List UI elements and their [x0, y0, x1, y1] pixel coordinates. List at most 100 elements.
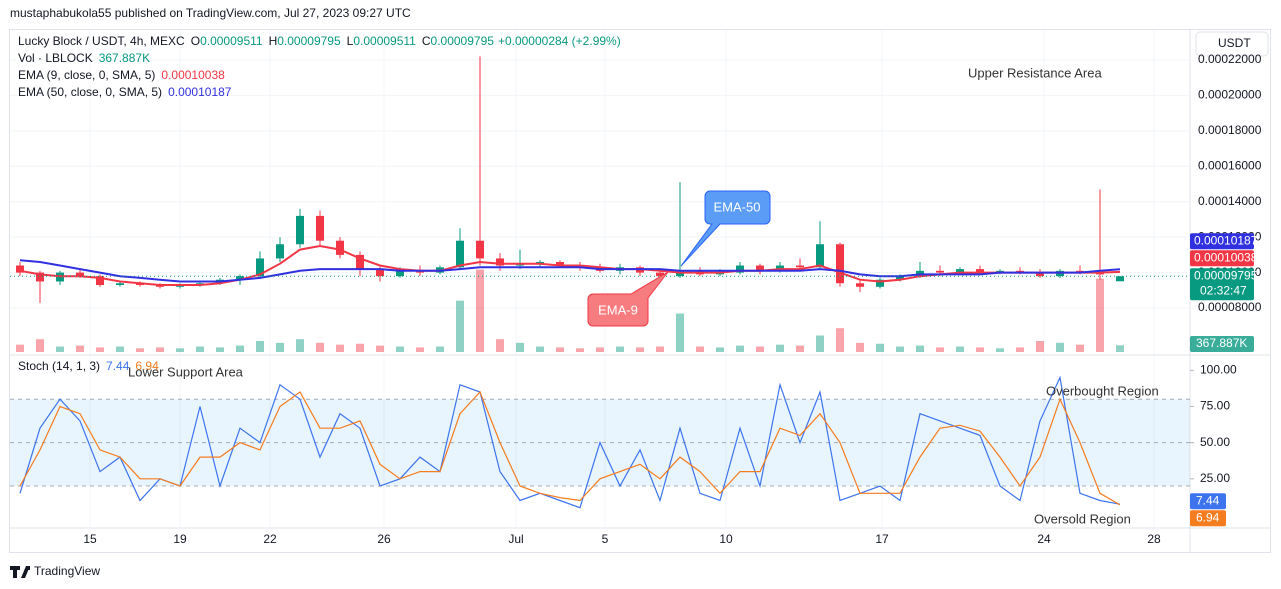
volume-bar	[996, 348, 1004, 352]
ohlc-value: 0.00009795	[277, 34, 341, 48]
callout	[587, 271, 669, 327]
x-tick-label: 22	[263, 532, 277, 546]
volume-bar	[1036, 341, 1044, 352]
candle-body	[896, 276, 904, 280]
ohlc-label: O	[191, 34, 200, 48]
y-tick-label: 100.00	[1200, 362, 1237, 376]
value-tag-label: 6.94	[1196, 510, 1220, 524]
volume-bar	[196, 346, 204, 352]
volume-bar	[976, 347, 984, 352]
y-tick-label: 75.00	[1200, 399, 1230, 413]
annotation: Lower Support Area	[128, 364, 244, 379]
volume-bar	[36, 339, 44, 352]
volume-bar	[1076, 344, 1084, 352]
volume-bar	[816, 335, 824, 352]
series-value: 0.00010038	[161, 68, 225, 82]
candle-body	[116, 283, 124, 286]
ohlc-label: C	[422, 34, 431, 48]
volume-name: Vol · LBLOCK	[18, 51, 93, 65]
volume-bar	[276, 342, 284, 352]
volume-bar	[516, 342, 524, 352]
ohlc-label: H	[269, 34, 278, 48]
x-tick-label: 26	[377, 532, 391, 546]
candle-body	[656, 272, 664, 277]
volume-bar	[396, 346, 404, 352]
series-value: 7.44	[106, 359, 130, 373]
callout	[680, 190, 771, 267]
candle-body	[276, 244, 284, 259]
volume-bar	[356, 343, 364, 352]
volume-bar	[296, 339, 304, 352]
volume-bar	[236, 345, 244, 352]
currency-button[interactable]	[1195, 31, 1269, 57]
candle-body	[396, 270, 404, 277]
legend-line: Lucky Block / USDT, 4h, MEXC O0.00009511 H…	[18, 34, 621, 48]
series-name: EMA (9, close, 0, SMA, 5)	[18, 68, 155, 82]
candle-body	[96, 276, 104, 286]
annotation: Overbought Region	[1046, 383, 1159, 398]
volume-bar	[176, 348, 184, 352]
volume-bar	[776, 344, 784, 352]
last-price: 0.00009795	[1194, 268, 1258, 282]
countdown: 02:32:47	[1200, 283, 1247, 297]
volume-bar	[676, 313, 684, 352]
series-price: 0.00010187	[1194, 233, 1258, 247]
candle-body	[256, 258, 264, 277]
value-tag-label: 7.44	[1196, 493, 1220, 507]
x-tick-label: 19	[173, 532, 187, 546]
legend-line: EMA (50, close, 0, SMA, 5) 0.00010187	[18, 85, 232, 99]
volume-bar	[876, 343, 884, 352]
candle-body	[956, 269, 964, 273]
symbol: Lucky Block / USDT, 4h, MEXC	[18, 34, 185, 48]
candle-body	[816, 244, 824, 268]
volume-bar	[316, 342, 324, 352]
candle-body	[36, 272, 44, 282]
x-tick-label: 5	[602, 532, 609, 546]
annotation: EMA-50	[714, 199, 761, 214]
volume-bar	[836, 328, 844, 352]
y-tick-label: 50.00	[1200, 435, 1230, 449]
annotation: Upper Resistance Area	[968, 65, 1102, 80]
series-name: EMA (50, close, 0, SMA, 5)	[18, 85, 162, 99]
last-price-tag	[1190, 268, 1254, 301]
volume-price: 367.887K	[1196, 336, 1247, 350]
candle-body	[236, 276, 244, 280]
volume-bar	[576, 348, 584, 352]
volume-bar	[256, 341, 264, 352]
candle-body	[976, 269, 984, 273]
volume-bar	[96, 347, 104, 352]
candle-body	[796, 265, 804, 268]
volume-bar	[796, 345, 804, 352]
ohlc-label: L	[347, 34, 354, 48]
candle-body	[856, 283, 864, 287]
logo	[10, 566, 30, 578]
annotation: Oversold Region	[1034, 511, 1131, 526]
brand: TradingView	[34, 564, 100, 578]
volume-bar	[56, 346, 64, 352]
candle-body	[836, 244, 844, 284]
x-tick-label: 10	[719, 532, 733, 546]
y-tick-label: 0.00020000	[1198, 88, 1262, 102]
x-tick-label: 24	[1037, 532, 1051, 546]
stoch-line	[19, 390, 1121, 506]
ohlc-value: 0.00009795	[431, 34, 495, 48]
volume-bar	[216, 347, 224, 352]
volume-bar	[116, 346, 124, 352]
volume-bar	[696, 346, 704, 352]
volume-bar	[716, 347, 724, 352]
volume-bar	[16, 344, 24, 352]
stoch-line	[19, 375, 1121, 509]
candle-body	[336, 240, 344, 255]
ema-line	[19, 259, 1121, 283]
candle-body	[1116, 276, 1124, 282]
currency-label: USDT	[1218, 36, 1251, 50]
y-tick-label: 0.00008000	[1198, 300, 1262, 314]
volume-bar	[936, 347, 944, 352]
candle-body	[556, 261, 564, 266]
volume-bar	[756, 346, 764, 352]
y-tick-label: 0.00022000	[1198, 52, 1262, 66]
series-price-tag	[1190, 250, 1254, 267]
candle-body	[296, 215, 304, 245]
volume-bar	[596, 347, 604, 352]
